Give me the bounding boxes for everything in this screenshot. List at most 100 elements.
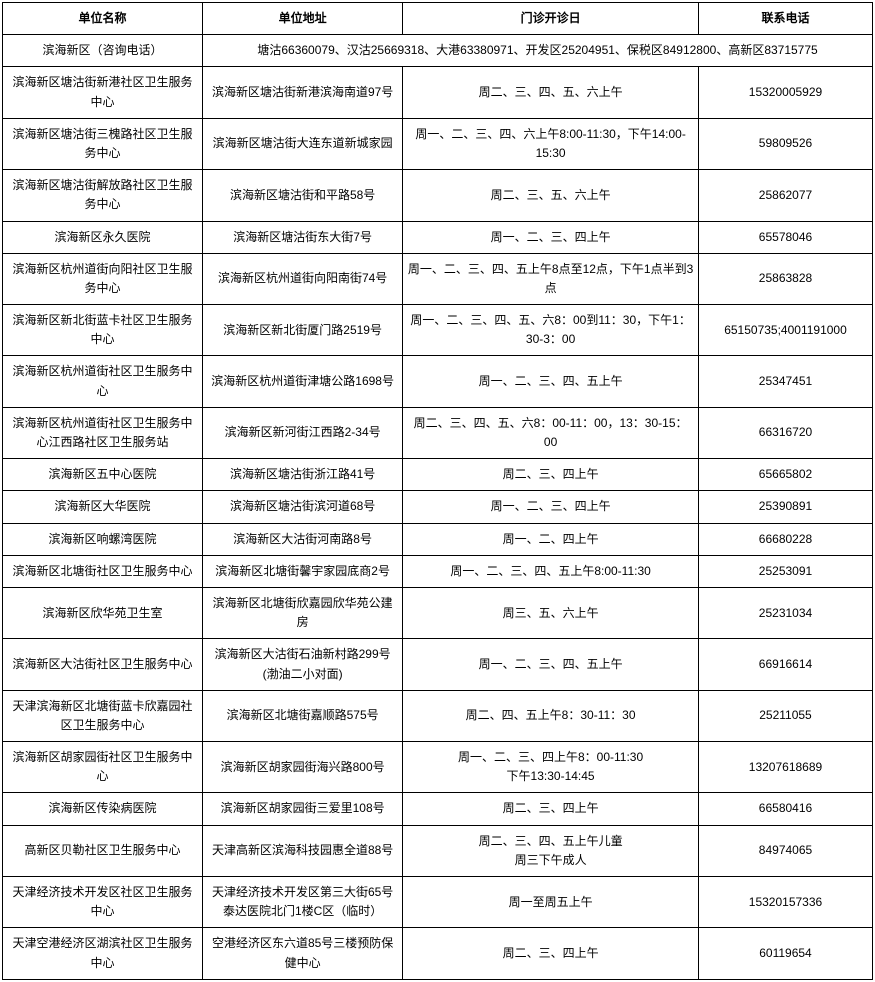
cell-days: 周一、二、三、四、五上午 xyxy=(403,639,699,690)
table-row: 滨海新区杭州道街社区卫生服务中心滨海新区杭州道街津塘公路1698号周一、二、三、… xyxy=(3,356,873,407)
table-row: 滨海新区杭州道街向阳社区卫生服务中心滨海新区杭州道街向阳南街74号周一、二、三、… xyxy=(3,253,873,304)
cell-name: 天津经济技术开发区社区卫生服务中心 xyxy=(3,877,203,928)
cell-phone: 66680228 xyxy=(698,523,872,555)
cell-address: 滨海新区塘沽街大连东道新城家园 xyxy=(203,118,403,169)
cell-phone: 15320005929 xyxy=(698,67,872,118)
cell-days: 周二、三、四上午 xyxy=(403,793,699,825)
table-row: 天津经济技术开发区社区卫生服务中心天津经济技术开发区第三大街65号泰达医院北门1… xyxy=(3,877,873,928)
cell-days: 周三、五、六上午 xyxy=(403,587,699,638)
cell-phone: 66580416 xyxy=(698,793,872,825)
merged-row-info: 塘沽66360079、汉沽25669318、大港63380971、开发区2520… xyxy=(203,35,873,67)
table-row: 滨海新区五中心医院滨海新区塘沽街浙江路41号周二、三、四上午65665802 xyxy=(3,459,873,491)
cell-days: 周一至周五上午 xyxy=(403,877,699,928)
cell-days: 周二、三、四、五、六上午 xyxy=(403,67,699,118)
table-row: 滨海新区新北街蓝卡社区卫生服务中心滨海新区新北街厦门路2519号周一、二、三、四… xyxy=(3,305,873,356)
table-row: 滨海新区永久医院滨海新区塘沽街东大街7号周一、二、三、四上午65578046 xyxy=(3,221,873,253)
cell-days: 周二、三、四、五、六8：00-11：00，13：30-15：00 xyxy=(403,407,699,458)
cell-name: 滨海新区欣华苑卫生室 xyxy=(3,587,203,638)
cell-name: 滨海新区塘沽街解放路社区卫生服务中心 xyxy=(3,170,203,221)
cell-address: 滨海新区北塘街欣嘉园欣华苑公建房 xyxy=(203,587,403,638)
cell-address: 滨海新区新河街江西路2-34号 xyxy=(203,407,403,458)
cell-name: 滨海新区杭州道街社区卫生服务中心 xyxy=(3,356,203,407)
cell-days: 周一、二、三、四、五上午8点至12点，下午1点半到3点 xyxy=(403,253,699,304)
table-row: 滨海新区欣华苑卫生室滨海新区北塘街欣嘉园欣华苑公建房周三、五、六上午252310… xyxy=(3,587,873,638)
table-row: 高新区贝勒社区卫生服务中心天津高新区滨海科技园惠全道88号周二、三、四、五上午儿… xyxy=(3,825,873,876)
cell-days: 周二、四、五上午8：30-11：30 xyxy=(403,690,699,741)
cell-address: 天津高新区滨海科技园惠全道88号 xyxy=(203,825,403,876)
cell-address: 滨海新区胡家园街海兴路800号 xyxy=(203,742,403,793)
cell-phone: 65665802 xyxy=(698,459,872,491)
cell-days: 周二、三、四上午 xyxy=(403,459,699,491)
cell-phone: 25211055 xyxy=(698,690,872,741)
col-header-address: 单位地址 xyxy=(203,3,403,35)
cell-name: 天津滨海新区北塘街蓝卡欣嘉园社区卫生服务中心 xyxy=(3,690,203,741)
cell-address: 滨海新区新北街厦门路2519号 xyxy=(203,305,403,356)
cell-address: 滨海新区塘沽街东大街7号 xyxy=(203,221,403,253)
cell-phone: 25390891 xyxy=(698,491,872,523)
cell-phone: 25862077 xyxy=(698,170,872,221)
cell-name: 滨海新区永久医院 xyxy=(3,221,203,253)
cell-phone: 25253091 xyxy=(698,555,872,587)
cell-address: 滨海新区大沽街河南路8号 xyxy=(203,523,403,555)
table-row: 天津滨海新区北塘街蓝卡欣嘉园社区卫生服务中心滨海新区北塘街嘉顺路575号周二、四… xyxy=(3,690,873,741)
cell-days: 周一、二、三、四、六上午8:00-11:30，下午14:00-15:30 xyxy=(403,118,699,169)
col-header-phone: 联系电话 xyxy=(698,3,872,35)
table-row: 滨海新区塘沽街新港社区卫生服务中心滨海新区塘沽街新港滨海南道97号周二、三、四、… xyxy=(3,67,873,118)
cell-address: 滨海新区北塘街嘉顺路575号 xyxy=(203,690,403,741)
cell-address: 空港经济区东六道85号三楼预防保健中心 xyxy=(203,928,403,979)
cell-name: 滨海新区杭州道街向阳社区卫生服务中心 xyxy=(3,253,203,304)
cell-days: 周二、三、四、五上午儿童 周三下午成人 xyxy=(403,825,699,876)
cell-name: 滨海新区五中心医院 xyxy=(3,459,203,491)
cell-address: 滨海新区塘沽街滨河道68号 xyxy=(203,491,403,523)
cell-address: 滨海新区胡家园街三爱里108号 xyxy=(203,793,403,825)
cell-name: 滨海新区大华医院 xyxy=(3,491,203,523)
cell-phone: 59809526 xyxy=(698,118,872,169)
cell-phone: 65150735;4001191000 xyxy=(698,305,872,356)
cell-address: 滨海新区杭州道街津塘公路1698号 xyxy=(203,356,403,407)
cell-phone: 25347451 xyxy=(698,356,872,407)
cell-address: 滨海新区大沽街石油新村路299号(渤油二小对面) xyxy=(203,639,403,690)
cell-phone: 60119654 xyxy=(698,928,872,979)
table-row: 滨海新区传染病医院滨海新区胡家园街三爱里108号周二、三、四上午66580416 xyxy=(3,793,873,825)
cell-name: 滨海新区响螺湾医院 xyxy=(3,523,203,555)
cell-days: 周二、三、四上午 xyxy=(403,928,699,979)
col-header-days: 门诊开诊日 xyxy=(403,3,699,35)
cell-phone: 65578046 xyxy=(698,221,872,253)
cell-name: 滨海新区大沽街社区卫生服务中心 xyxy=(3,639,203,690)
cell-name: 滨海新区杭州道街社区卫生服务中心江西路社区卫生服务站 xyxy=(3,407,203,458)
cell-name: 高新区贝勒社区卫生服务中心 xyxy=(3,825,203,876)
table-row: 滨海新区塘沽街三槐路社区卫生服务中心滨海新区塘沽街大连东道新城家园周一、二、三、… xyxy=(3,118,873,169)
cell-days: 周一、二、三、四上午 xyxy=(403,221,699,253)
cell-days: 周一、二、三、四、五上午8:00-11:30 xyxy=(403,555,699,587)
table-row: 滨海新区胡家园街社区卫生服务中心滨海新区胡家园街海兴路800号周一、二、三、四上… xyxy=(3,742,873,793)
cell-name: 滨海新区塘沽街新港社区卫生服务中心 xyxy=(3,67,203,118)
cell-address: 滨海新区塘沽街新港滨海南道97号 xyxy=(203,67,403,118)
cell-address: 滨海新区北塘街馨宇家园底商2号 xyxy=(203,555,403,587)
cell-phone: 84974065 xyxy=(698,825,872,876)
cell-phone: 13207618689 xyxy=(698,742,872,793)
cell-address: 天津经济技术开发区第三大街65号泰达医院北门1楼C区（临时） xyxy=(203,877,403,928)
merged-row-name: 滨海新区（咨询电话） xyxy=(3,35,203,67)
table-row: 滨海新区北塘街社区卫生服务中心滨海新区北塘街馨宇家园底商2号周一、二、三、四、五… xyxy=(3,555,873,587)
cell-address: 滨海新区塘沽街和平路58号 xyxy=(203,170,403,221)
cell-name: 滨海新区塘沽街三槐路社区卫生服务中心 xyxy=(3,118,203,169)
table-body: 滨海新区（咨询电话） 塘沽66360079、汉沽25669318、大港63380… xyxy=(3,35,873,980)
table-row: 滨海新区塘沽街解放路社区卫生服务中心滨海新区塘沽街和平路58号周二、三、五、六上… xyxy=(3,170,873,221)
cell-name: 滨海新区胡家园街社区卫生服务中心 xyxy=(3,742,203,793)
cell-days: 周一、二、三、四上午 xyxy=(403,491,699,523)
cell-days: 周二、三、五、六上午 xyxy=(403,170,699,221)
table-row: 滨海新区大沽街社区卫生服务中心滨海新区大沽街石油新村路299号(渤油二小对面)周… xyxy=(3,639,873,690)
cell-days: 周一、二、四上午 xyxy=(403,523,699,555)
cell-phone: 25863828 xyxy=(698,253,872,304)
col-header-name: 单位名称 xyxy=(3,3,203,35)
cell-days: 周一、二、三、四、五、六8：00到11：30，下午1：30-3：00 xyxy=(403,305,699,356)
header-row: 单位名称 单位地址 门诊开诊日 联系电话 xyxy=(3,3,873,35)
cell-days: 周一、二、三、四、五上午 xyxy=(403,356,699,407)
cell-days: 周一、二、三、四上午8：00-11:30 下午13:30-14:45 xyxy=(403,742,699,793)
cell-phone: 66316720 xyxy=(698,407,872,458)
cell-address: 滨海新区杭州道街向阳南街74号 xyxy=(203,253,403,304)
table-row: 天津空港经济区湖滨社区卫生服务中心空港经济区东六道85号三楼预防保健中心周二、三… xyxy=(3,928,873,979)
cell-name: 滨海新区北塘街社区卫生服务中心 xyxy=(3,555,203,587)
cell-phone: 25231034 xyxy=(698,587,872,638)
cell-phone: 15320157336 xyxy=(698,877,872,928)
